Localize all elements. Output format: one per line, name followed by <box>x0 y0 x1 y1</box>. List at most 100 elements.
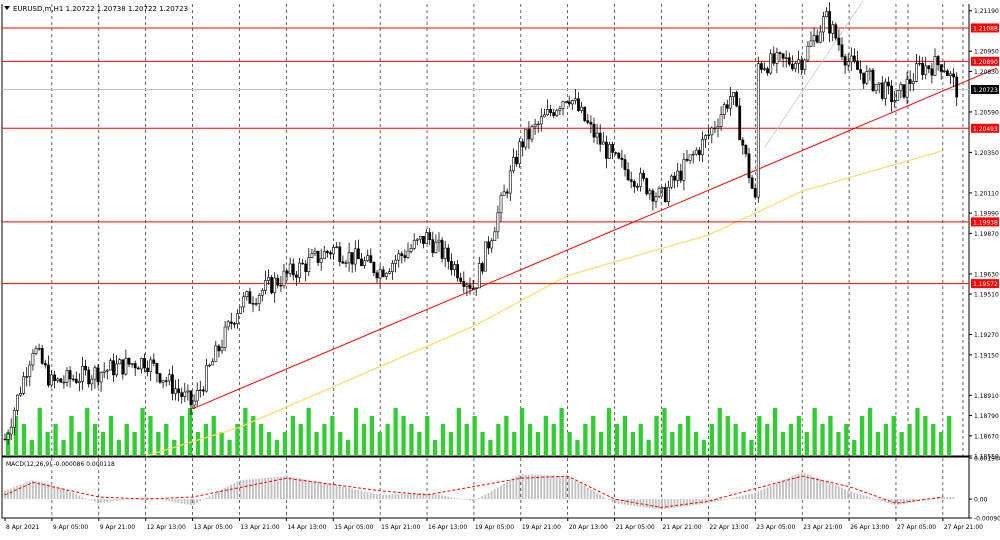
candle-body <box>115 363 119 376</box>
macd-histogram-bar <box>41 482 43 500</box>
candle-body <box>167 374 171 382</box>
candle-body <box>639 172 642 187</box>
volume-bar <box>551 424 556 456</box>
macd-histogram-bar <box>239 480 242 500</box>
candle-body <box>539 116 543 125</box>
candle-body <box>794 63 797 70</box>
macd-histogram-bar <box>748 494 750 500</box>
candle-body <box>654 196 658 202</box>
volume-bar <box>132 432 137 456</box>
macd-histogram-bar <box>221 489 223 500</box>
macd-histogram-bar <box>837 486 840 500</box>
volume-bar <box>195 432 201 456</box>
candle-body <box>263 280 267 291</box>
macd-histogram-bar <box>549 475 552 500</box>
macd-histogram-bar <box>937 497 939 500</box>
candle-body <box>332 247 336 255</box>
candle-body <box>192 400 196 406</box>
volume-bar <box>29 440 34 456</box>
macd-histogram-bar <box>664 499 667 509</box>
volume-bar <box>93 424 98 456</box>
level-price-label-bg <box>971 23 999 33</box>
volume-bar <box>140 408 145 456</box>
candle-body <box>790 63 794 70</box>
volume-bar <box>282 432 288 456</box>
volume-bar <box>812 408 817 456</box>
macd-histogram-bar <box>100 499 102 503</box>
volume-bar <box>915 408 920 456</box>
candle-body <box>533 124 537 128</box>
trendline-layer[interactable] <box>192 0 998 410</box>
candle-body <box>490 240 494 249</box>
support-trendline[interactable] <box>192 67 998 410</box>
candle-body <box>143 358 146 369</box>
candle-body <box>890 85 894 102</box>
macd-histogram-bar <box>459 498 462 500</box>
time-axis-label: 27 Apr 05:00 <box>897 524 936 531</box>
time-axis-label: 21 Apr 21:00 <box>663 524 702 531</box>
macd-histogram-bar <box>527 474 530 500</box>
candle-body <box>46 364 50 386</box>
candle-body <box>130 363 134 365</box>
candle-body <box>564 101 568 103</box>
macd-histogram-bar <box>152 498 155 500</box>
candle-body <box>918 62 921 65</box>
volume-bar <box>480 432 485 456</box>
macd-histogram-bar <box>521 474 524 500</box>
macd-histogram-bar <box>633 499 636 506</box>
macd-histogram-bar <box>456 498 459 500</box>
candle-body <box>50 374 53 386</box>
macd-histogram-bar <box>25 482 28 500</box>
helper-diagonal-line[interactable] <box>764 0 864 148</box>
macd-histogram-bar <box>713 499 716 502</box>
candle-body <box>353 248 357 265</box>
volume-bar <box>883 424 888 456</box>
candle-body <box>679 170 683 181</box>
macd-histogram-bar <box>819 479 822 500</box>
current-price-label: 1.20723 <box>973 87 998 94</box>
candle-body <box>294 274 298 278</box>
macd-histogram-bar <box>242 479 245 500</box>
candle-body <box>852 55 856 62</box>
macd-histogram-bar <box>462 499 465 500</box>
volume-bar <box>37 408 42 456</box>
candle-body <box>356 248 360 260</box>
candle-body <box>620 157 624 160</box>
candle-body <box>31 353 35 366</box>
volume-bar <box>567 432 572 456</box>
macd-histogram-bar <box>366 492 369 500</box>
macd-histogram-bar <box>896 499 899 505</box>
candle-body <box>561 101 565 109</box>
candle-body <box>682 159 686 181</box>
macd-histogram-bar <box>903 499 905 504</box>
macd-histogram-bar <box>825 481 828 500</box>
macd-histogram-bar <box>90 499 93 501</box>
candle-body <box>617 152 621 159</box>
volume-bar <box>725 416 730 456</box>
candle-body <box>223 326 227 348</box>
macd-histogram-bar <box>78 495 81 500</box>
candle-body <box>862 72 866 84</box>
macd-histogram-bar <box>682 499 685 507</box>
candle-body <box>896 90 900 101</box>
time-axis-label: 12 Apr 13:00 <box>147 524 186 531</box>
time-axis-label: 23 Apr 05:00 <box>756 524 795 531</box>
volume-bar <box>749 440 754 456</box>
candle-body <box>905 79 909 98</box>
triangle-down-icon[interactable] <box>4 6 10 10</box>
volume-bar <box>448 432 454 456</box>
volume-bar <box>646 440 651 456</box>
candle-body <box>949 73 952 77</box>
volume-bar <box>678 424 683 456</box>
candle-body <box>378 269 382 279</box>
candle-body <box>945 70 949 77</box>
macd-histogram-bar <box>586 487 589 500</box>
candle-body <box>893 100 897 102</box>
macd-histogram-bar <box>267 477 270 500</box>
volume-bar <box>235 424 240 456</box>
candle-body <box>285 270 289 274</box>
candle-body <box>722 104 726 115</box>
volume-bar <box>322 424 327 456</box>
candle-body <box>623 159 627 170</box>
